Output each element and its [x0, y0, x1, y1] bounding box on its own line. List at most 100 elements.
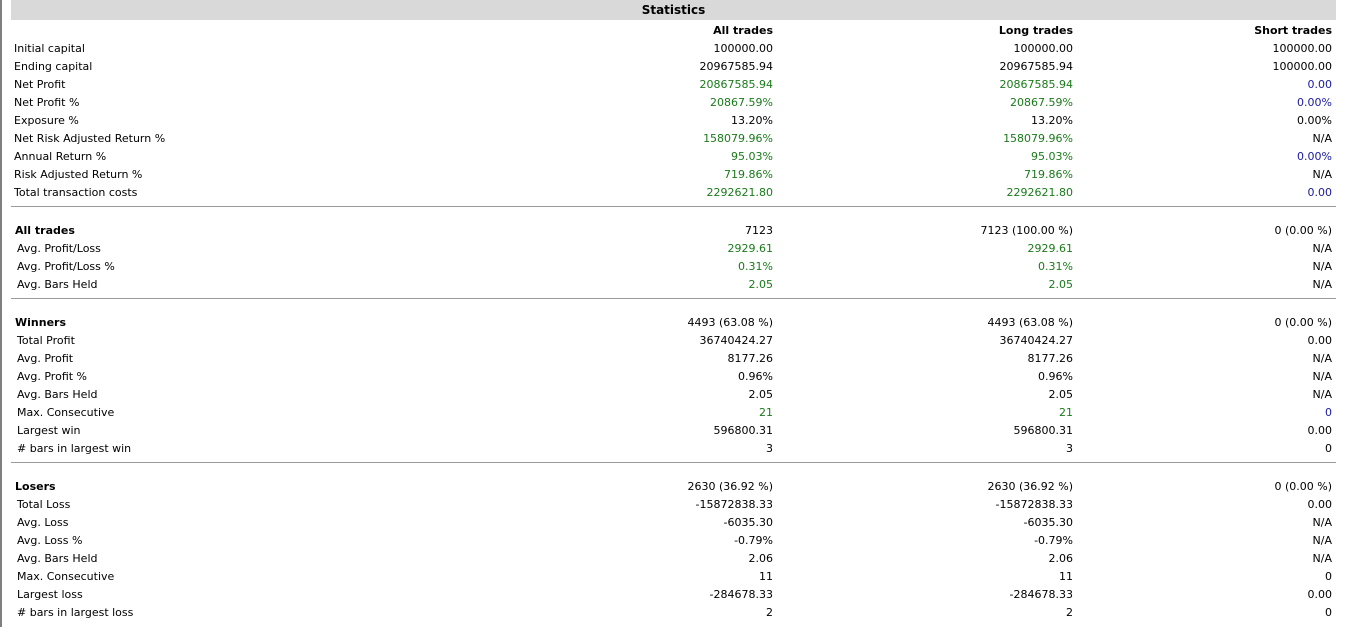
short-trades-value: N/A — [1312, 278, 1332, 291]
row-label: Winners — [15, 316, 66, 329]
column-header-long-trades: Long trades — [998, 24, 1073, 37]
all-trades-value: 2.05 — [748, 278, 774, 291]
row-label: Total transaction costs — [14, 186, 138, 199]
table-row: Max. Consecutive 21 21 0 — [0, 404, 1345, 422]
long-trades-value: 2.06 — [1048, 552, 1074, 565]
short-trades-value: N/A — [1312, 242, 1332, 255]
row-label: Annual Return % — [14, 150, 107, 163]
short-trades-value: 0 (0.00 %) — [1274, 480, 1332, 493]
long-trades-value: 2292621.80 — [1006, 186, 1073, 199]
row-label: Net Profit % — [14, 96, 80, 109]
long-trades-value: -15872838.33 — [995, 498, 1073, 511]
table-row: Avg. Bars Held 2.05 2.05 N/A — [0, 276, 1345, 294]
row-label: Initial capital — [14, 42, 85, 55]
all-trades-value: 11 — [759, 570, 773, 583]
table-row: Avg. Loss -6035.30 -6035.30 N/A — [0, 514, 1345, 532]
long-trades-value: 0.96% — [1038, 370, 1073, 383]
long-trades-value: 21 — [1059, 406, 1073, 419]
long-trades-value: 36740424.27 — [999, 334, 1073, 347]
table-row: Total Profit 36740424.27 36740424.27 0.00 — [0, 332, 1345, 350]
row-label: Risk Adjusted Return % — [14, 168, 143, 181]
long-trades-value: 7123 (100.00 %) — [980, 224, 1073, 237]
row-label: Largest loss — [17, 588, 83, 601]
table-row: Largest win 596800.31 596800.31 0.00 — [0, 422, 1345, 440]
table-row: Annual Return % 95.03% 95.03% 0.00% — [0, 148, 1345, 166]
short-trades-value: N/A — [1312, 352, 1332, 365]
all-trades-value: 596800.31 — [713, 424, 774, 437]
long-trades-value: 11 — [1059, 570, 1073, 583]
long-trades-value: 20867.59% — [1010, 96, 1073, 109]
all-trades-value: 20867.59% — [710, 96, 773, 109]
short-trades-value: 0.00 — [1307, 424, 1333, 437]
row-label: # bars in largest loss — [17, 606, 134, 619]
table-row: Total transaction costs 2292621.80 2292621… — [0, 184, 1345, 202]
short-trades-value: 0.00% — [1297, 96, 1332, 109]
row-label: Exposure % — [14, 114, 79, 127]
all-trades-value: 36740424.27 — [699, 334, 773, 347]
table-row: Total Loss -15872838.33 -15872838.33 0.00 — [0, 496, 1345, 514]
long-trades-value: 8177.26 — [1027, 352, 1074, 365]
all-trades-value: 0.31% — [738, 260, 773, 273]
all-trades-value: -0.79% — [734, 534, 773, 547]
all-trades-value: 95.03% — [731, 150, 773, 163]
all-trades-value: 21 — [759, 406, 773, 419]
long-trades-value: 2.05 — [1048, 278, 1074, 291]
row-label: Total Loss — [17, 498, 71, 511]
short-trades-value: 0 (0.00 %) — [1274, 316, 1332, 329]
row-label: All trades — [15, 224, 75, 237]
row-label: # bars in largest win — [17, 442, 132, 455]
all-trades-value: -284678.33 — [709, 588, 773, 601]
short-trades-value: 0 (0.00 %) — [1274, 224, 1332, 237]
all-trades-value: 20967585.94 — [699, 60, 773, 73]
all-trades-value: 0.96% — [738, 370, 773, 383]
table-row: Avg. Bars Held 2.06 2.06 N/A — [0, 550, 1345, 568]
all-trades-value: 2 — [766, 606, 773, 619]
short-trades-value: 0 — [1325, 570, 1332, 583]
long-trades-value: 158079.96% — [1003, 132, 1073, 145]
short-trades-value: 0.00% — [1297, 114, 1332, 127]
long-trades-value: 2929.61 — [1027, 242, 1074, 255]
row-label: Avg. Profit — [17, 352, 74, 365]
short-trades-value: 0.00 — [1307, 186, 1333, 199]
short-trades-value: 0 — [1325, 406, 1332, 419]
table-row: Avg. Loss % -0.79% -0.79% N/A — [0, 532, 1345, 550]
row-label: Losers — [15, 480, 56, 493]
long-trades-value: 2.05 — [1048, 388, 1074, 401]
short-trades-value: N/A — [1312, 132, 1332, 145]
table-row: Net Risk Adjusted Return % 158079.96% 1580… — [0, 130, 1345, 148]
long-trades-value: 596800.31 — [1013, 424, 1074, 437]
row-label: Largest win — [17, 424, 81, 437]
all-trades-value: 158079.96% — [703, 132, 773, 145]
section-heading-row: Losers 2630 (36.92 %) 2630 (36.92 %) 0 (0.0… — [0, 478, 1345, 496]
row-label: Total Profit — [17, 334, 75, 347]
table-row: Avg. Profit/Loss 2929.61 2929.61 N/A — [0, 240, 1345, 258]
long-trades-value: 4493 (63.08 %) — [987, 316, 1073, 329]
row-label: Avg. Loss % — [17, 534, 83, 547]
table-row: Avg. Profit % 0.96% 0.96% N/A — [0, 368, 1345, 386]
row-label: Avg. Profit/Loss % — [17, 260, 115, 273]
short-trades-value: 0.00% — [1297, 150, 1332, 163]
all-trades-value: 2630 (36.92 %) — [687, 480, 773, 493]
page-title: Statistics — [641, 3, 706, 17]
table-row: Risk Adjusted Return % 719.86% 719.86% N/A — [0, 166, 1345, 184]
long-trades-value: 20867585.94 — [999, 78, 1073, 91]
row-label: Max. Consecutive — [17, 406, 115, 419]
short-trades-value: 100000.00 — [1272, 60, 1333, 73]
all-trades-value: 2929.61 — [727, 242, 774, 255]
statistics-header: Statistics — [11, 0, 1336, 20]
section-divider — [11, 206, 1336, 207]
table-row: Avg. Profit 8177.26 8177.26 N/A — [0, 350, 1345, 368]
all-trades-value: 3 — [766, 442, 773, 455]
all-trades-value: -6035.30 — [723, 516, 773, 529]
all-trades-value: -15872838.33 — [695, 498, 773, 511]
short-trades-value: N/A — [1312, 552, 1332, 565]
short-trades-value: N/A — [1312, 534, 1332, 547]
table-row: Max. Consecutive 11 11 0 — [0, 568, 1345, 586]
table-row: # bars in largest loss 2 2 0 — [0, 604, 1345, 622]
all-trades-value: 13.20% — [731, 114, 773, 127]
row-label: Net Profit — [14, 78, 66, 91]
long-trades-value: 2 — [1066, 606, 1073, 619]
column-header-short-trades: Short trades — [1254, 24, 1332, 37]
table-row: # bars in largest win 3 3 0 — [0, 440, 1345, 458]
short-trades-value: 0 — [1325, 442, 1332, 455]
